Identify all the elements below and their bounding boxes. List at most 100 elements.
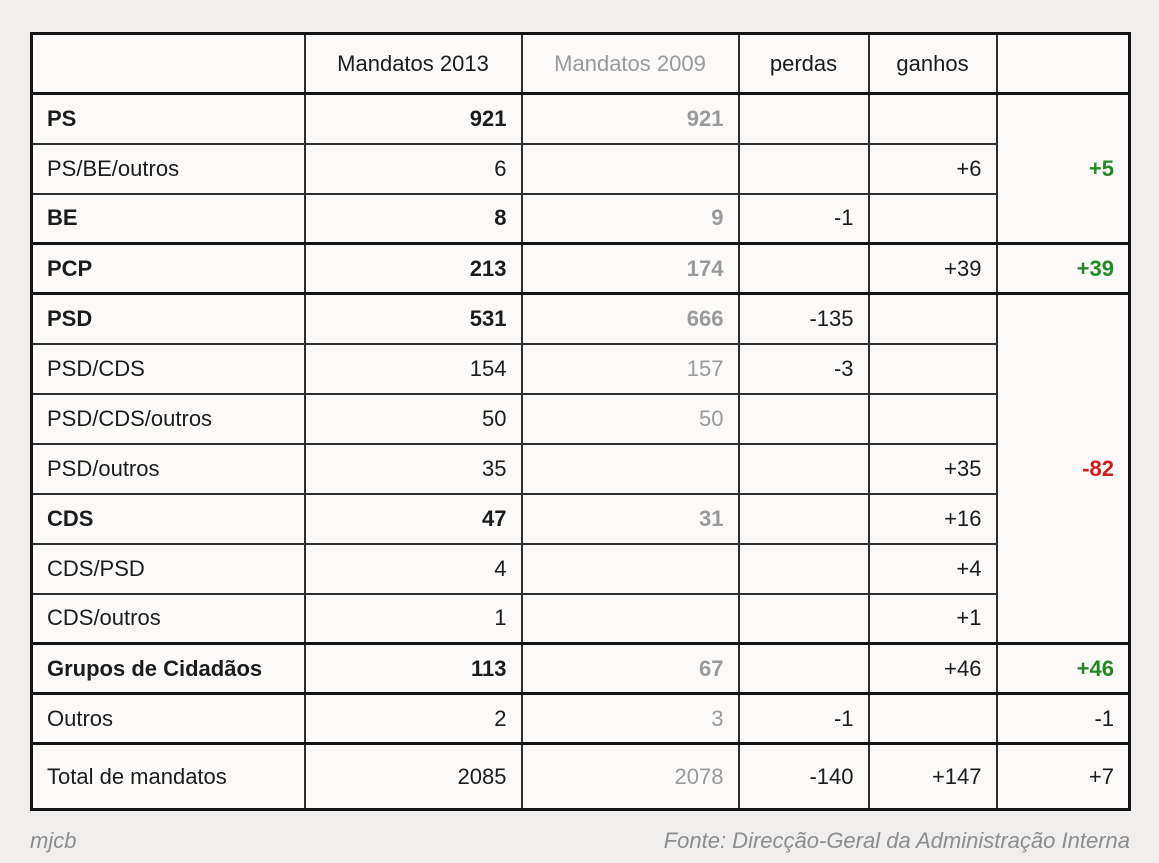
- mandatos-2009-value: 174: [520, 242, 740, 295]
- table-row-be: BE 8 9 -1: [30, 192, 1130, 245]
- net-change-ps-group: +5: [995, 92, 1131, 245]
- ganhos-value: [867, 392, 998, 445]
- header-mandatos-2013: Mandatos 2013: [303, 32, 523, 95]
- footer: mjcb Fonte: Direcção-Geral da Administra…: [30, 828, 1130, 854]
- table-row-pcp: PCP 213 174 +39 +39: [30, 242, 1131, 295]
- row-label: BE: [30, 192, 306, 245]
- table-row-grupos-cidadaos: Grupos de Cidadãos 113 67 +46 +46: [30, 642, 1131, 695]
- perdas-value: -135: [737, 292, 870, 345]
- mandatos-2009-value: [520, 442, 740, 495]
- total-mandatos-2013: 2085: [303, 742, 523, 811]
- mandatos-2009-value: 67: [520, 642, 740, 695]
- author-credit: mjcb: [30, 828, 77, 853]
- mandatos-2013-value: 47: [303, 492, 523, 545]
- header-empty-party: [30, 32, 306, 95]
- row-label: PSD/outros: [30, 442, 306, 495]
- mandatos-2009-value: 3: [520, 692, 740, 745]
- table-row-cds-psd: CDS/PSD 4 +4: [30, 542, 1130, 595]
- net-change-pcp: +39: [995, 242, 1131, 295]
- perdas-value: [737, 492, 870, 545]
- table-row-ps-be-outros: PS/BE/outros 6 +6: [30, 142, 1130, 195]
- mandatos-2013-value: 8: [303, 192, 523, 245]
- row-label: CDS/outros: [30, 592, 306, 645]
- row-label: PSD: [30, 292, 306, 345]
- row-label: Outros: [30, 692, 306, 745]
- mandatos-2013-value: 6: [303, 142, 523, 195]
- ganhos-value: [867, 692, 998, 745]
- ganhos-value: +1: [867, 592, 998, 645]
- mandates-table: Mandatos 2013 Mandatos 2009 perdas ganho…: [30, 32, 1131, 811]
- row-label: CDS: [30, 492, 306, 545]
- table-row-psd-cds: PSD/CDS 154 157 -3: [30, 342, 1130, 395]
- mandatos-2009-value: [520, 542, 740, 595]
- source-attribution: Fonte: Direcção-Geral da Administração I…: [663, 828, 1130, 853]
- mandatos-2009-value: 157: [520, 342, 740, 395]
- table-row-psd-cds-outros: PSD/CDS/outros 50 50: [30, 392, 1130, 445]
- perdas-value: [737, 542, 870, 595]
- perdas-value: [737, 92, 870, 145]
- mandatos-2013-value: 2: [303, 692, 523, 745]
- mandatos-2013-value: 1: [303, 592, 523, 645]
- perdas-value: [737, 142, 870, 195]
- total-label: Total de mandatos: [30, 742, 306, 811]
- table-row-outros: Outros 2 3 -1 -1: [30, 692, 1131, 745]
- header-mandatos-2009: Mandatos 2009: [520, 32, 740, 95]
- table-row-psd: PSD 531 666 -135 -82: [30, 292, 1131, 645]
- mandatos-2013-value: 113: [303, 642, 523, 695]
- mandatos-2009-value: 50: [520, 392, 740, 445]
- ganhos-value: +16: [867, 492, 998, 545]
- perdas-value: -3: [737, 342, 870, 395]
- perdas-value: [737, 442, 870, 495]
- mandatos-2013-value: 213: [303, 242, 523, 295]
- mandatos-2009-value: 31: [520, 492, 740, 545]
- ganhos-value: +46: [867, 642, 998, 695]
- mandatos-2013-value: 921: [303, 92, 523, 145]
- mandatos-2013-value: 35: [303, 442, 523, 495]
- mandatos-2009-value: [520, 142, 740, 195]
- ganhos-value: [867, 92, 998, 145]
- table-row-total: Total de mandatos 2085 2078 -140 +147 +7: [30, 742, 1131, 811]
- perdas-value: [737, 642, 870, 695]
- perdas-value: [737, 592, 870, 645]
- perdas-value: -1: [737, 192, 870, 245]
- net-change-grupos: +46: [995, 642, 1131, 695]
- row-label: Grupos de Cidadãos: [30, 642, 306, 695]
- header-ganhos: ganhos: [867, 32, 998, 95]
- row-label: PSD/CDS: [30, 342, 306, 395]
- row-label: PSD/CDS/outros: [30, 392, 306, 445]
- table-row-cds-outros: CDS/outros 1 +1: [30, 592, 1130, 645]
- mandatos-2009-value: 921: [520, 92, 740, 145]
- perdas-value: -1: [737, 692, 870, 745]
- row-label: PCP: [30, 242, 306, 295]
- mandatos-2009-value: [520, 592, 740, 645]
- mandatos-2013-value: 531: [303, 292, 523, 345]
- ganhos-value: +39: [867, 242, 998, 295]
- header-perdas: perdas: [737, 32, 870, 95]
- ganhos-value: +6: [867, 142, 998, 195]
- row-label: PS/BE/outros: [30, 142, 306, 195]
- header-row: Mandatos 2013 Mandatos 2009 perdas ganho…: [30, 32, 1131, 95]
- total-ganhos: +147: [867, 742, 998, 811]
- total-net-change: +7: [995, 742, 1131, 811]
- ganhos-value: +4: [867, 542, 998, 595]
- perdas-value: [737, 392, 870, 445]
- perdas-value: [737, 242, 870, 295]
- net-change-outros: -1: [995, 692, 1131, 745]
- table-row-psd-outros: PSD/outros 35 +35: [30, 442, 1130, 495]
- mandatos-2009-value: 9: [520, 192, 740, 245]
- ganhos-value: [867, 292, 998, 345]
- table-row-cds: CDS 47 31 +16: [30, 492, 1130, 545]
- total-mandatos-2009: 2078: [520, 742, 740, 811]
- ganhos-value: [867, 192, 998, 245]
- mandatos-2009-value: 666: [520, 292, 740, 345]
- row-label: PS: [30, 92, 306, 145]
- header-empty-net: [995, 32, 1131, 95]
- net-change-psd-group: -82: [995, 292, 1131, 645]
- mandatos-2013-value: 154: [303, 342, 523, 395]
- mandatos-2013-value: 4: [303, 542, 523, 595]
- ganhos-value: +35: [867, 442, 998, 495]
- table-row-ps: PS 921 921 +5: [30, 92, 1131, 245]
- mandatos-2013-value: 50: [303, 392, 523, 445]
- ganhos-value: [867, 342, 998, 395]
